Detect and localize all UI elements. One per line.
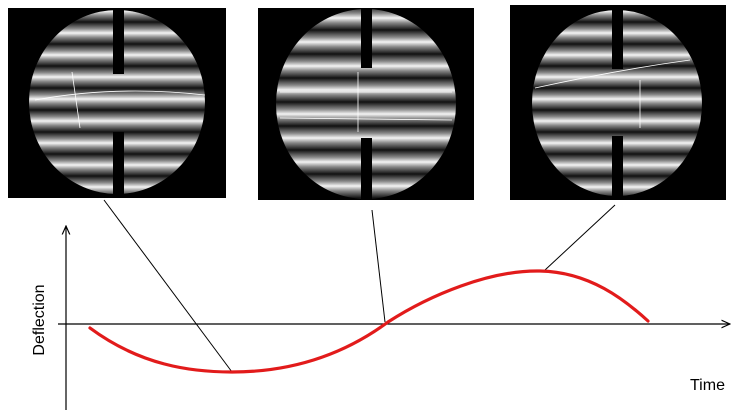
deflection-curve <box>90 271 648 372</box>
connectors <box>104 200 615 372</box>
page: {"axes": {"y_label": "Deflection", "x_la… <box>0 0 740 414</box>
y-axis-label: Deflection <box>31 284 48 355</box>
x-axis-label: Time <box>690 377 725 394</box>
interferogram-2 <box>258 8 474 200</box>
interferogram-3 <box>510 5 726 200</box>
diagram: Deflection Time <box>0 0 740 414</box>
interferogram-1 <box>8 8 226 198</box>
